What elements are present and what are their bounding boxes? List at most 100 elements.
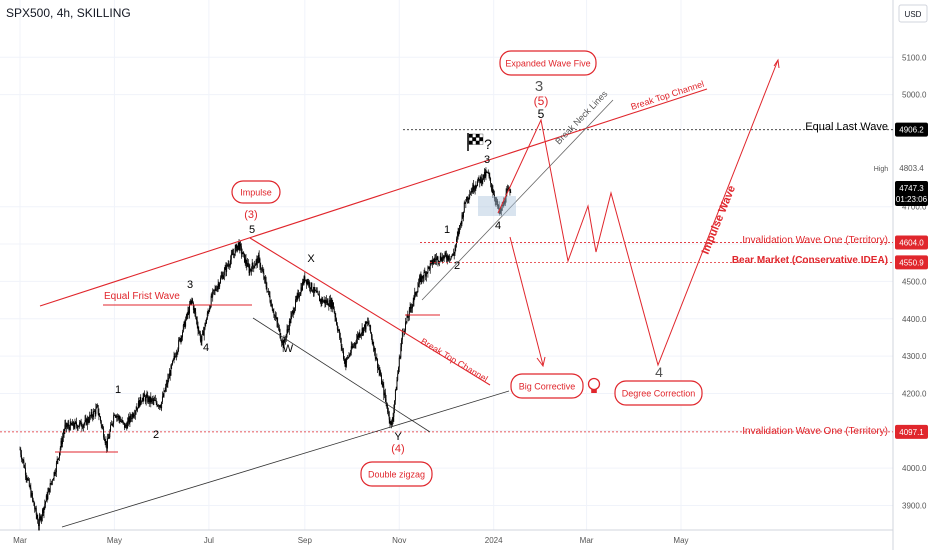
candle-body (340, 338, 342, 347)
candle-body (133, 415, 135, 417)
candle-body (79, 422, 81, 426)
candle-body (197, 325, 199, 331)
candle-body (440, 256, 442, 261)
candle-body (97, 405, 99, 414)
candle-body (343, 351, 344, 359)
candle-body (158, 405, 160, 407)
y-tick-label: 4700.0 (902, 203, 927, 212)
candle-body (152, 399, 154, 402)
candle-body (50, 483, 52, 485)
candle-body (259, 258, 261, 268)
candle-body (223, 269, 225, 276)
candle-body (498, 205, 500, 212)
candle-body (468, 198, 470, 199)
candle-body (93, 411, 95, 412)
high-label-bg (870, 161, 892, 175)
candle-body (351, 346, 353, 348)
candle-body (263, 272, 265, 279)
candle-body (320, 299, 322, 303)
wave-label-16: 3 (535, 78, 543, 95)
candle-body (36, 514, 38, 519)
candle-body (95, 408, 97, 415)
candle-body (20, 449, 22, 455)
candle-body (439, 256, 441, 262)
candle-body (161, 401, 163, 408)
candle-body (59, 452, 60, 458)
candle-body (234, 247, 236, 256)
candle-body (202, 330, 204, 336)
candle-body (184, 321, 186, 327)
candle-body (487, 172, 489, 174)
candle-body (72, 421, 74, 427)
candle-body (406, 315, 408, 322)
candle-body (251, 263, 253, 272)
flag-cell (468, 133, 473, 138)
candle-body (488, 173, 490, 177)
candle-body (457, 231, 459, 236)
price-badge-bear-market: 4550.9 (899, 258, 924, 267)
candle-body (494, 194, 495, 199)
candle-body (507, 187, 509, 189)
candle-body (291, 313, 293, 316)
price-badge-invalidation-lower: 4097.1 (899, 428, 924, 437)
wave-label-13: 4 (495, 220, 501, 232)
candle-body (301, 287, 303, 291)
candle-body (373, 344, 375, 351)
candle-body (256, 258, 258, 261)
flag-cell (479, 133, 484, 138)
candle-body (144, 394, 146, 397)
candle-body (447, 255, 449, 260)
candle-body (377, 367, 379, 369)
candle-body (260, 267, 262, 269)
candle-body (427, 266, 429, 273)
candle-body (141, 400, 143, 402)
candle-body (124, 425, 126, 428)
candle-body (388, 411, 390, 420)
candle-body (417, 287, 419, 293)
candle-body (319, 299, 321, 302)
candle-body (445, 252, 447, 255)
wave-label-4: 5 (249, 224, 255, 236)
candle-body (119, 418, 121, 422)
candle-body (170, 365, 172, 376)
candle-body (504, 200, 505, 204)
candle-body (436, 256, 438, 258)
wave-label-10: 1 (444, 224, 450, 236)
candle-body (80, 420, 82, 427)
candle-body (311, 282, 313, 291)
candle-body (462, 214, 464, 218)
candle-body (264, 277, 266, 281)
candle-body (467, 198, 469, 200)
candle-body (22, 459, 24, 461)
candle-body (422, 275, 423, 279)
plot-area (0, 0, 893, 530)
candle-body (461, 214, 463, 224)
candle-body (282, 340, 284, 348)
candle-body (48, 488, 50, 493)
candle-body (248, 266, 250, 274)
candle-body (169, 373, 171, 376)
x-tick-label: Mar (13, 536, 27, 545)
candle-body (254, 264, 256, 266)
candle-body (329, 299, 331, 307)
candle-body (497, 205, 499, 207)
candle-body (76, 422, 77, 426)
candle-body (323, 299, 325, 302)
candle-body (381, 383, 383, 385)
candle-body (218, 283, 220, 287)
candle-body (305, 279, 307, 281)
wave-label-14: 5 (538, 107, 545, 121)
candle-body (366, 321, 368, 324)
candle-body (472, 184, 474, 192)
annotation-box-0 (499, 50, 597, 76)
candle-body (295, 299, 297, 300)
candle-body (394, 390, 396, 401)
candle-body (258, 255, 260, 259)
candle-body (48, 488, 50, 492)
candle-body (319, 295, 320, 302)
candle-body (489, 176, 491, 179)
candle-body (173, 355, 175, 360)
candle-body (318, 293, 320, 296)
